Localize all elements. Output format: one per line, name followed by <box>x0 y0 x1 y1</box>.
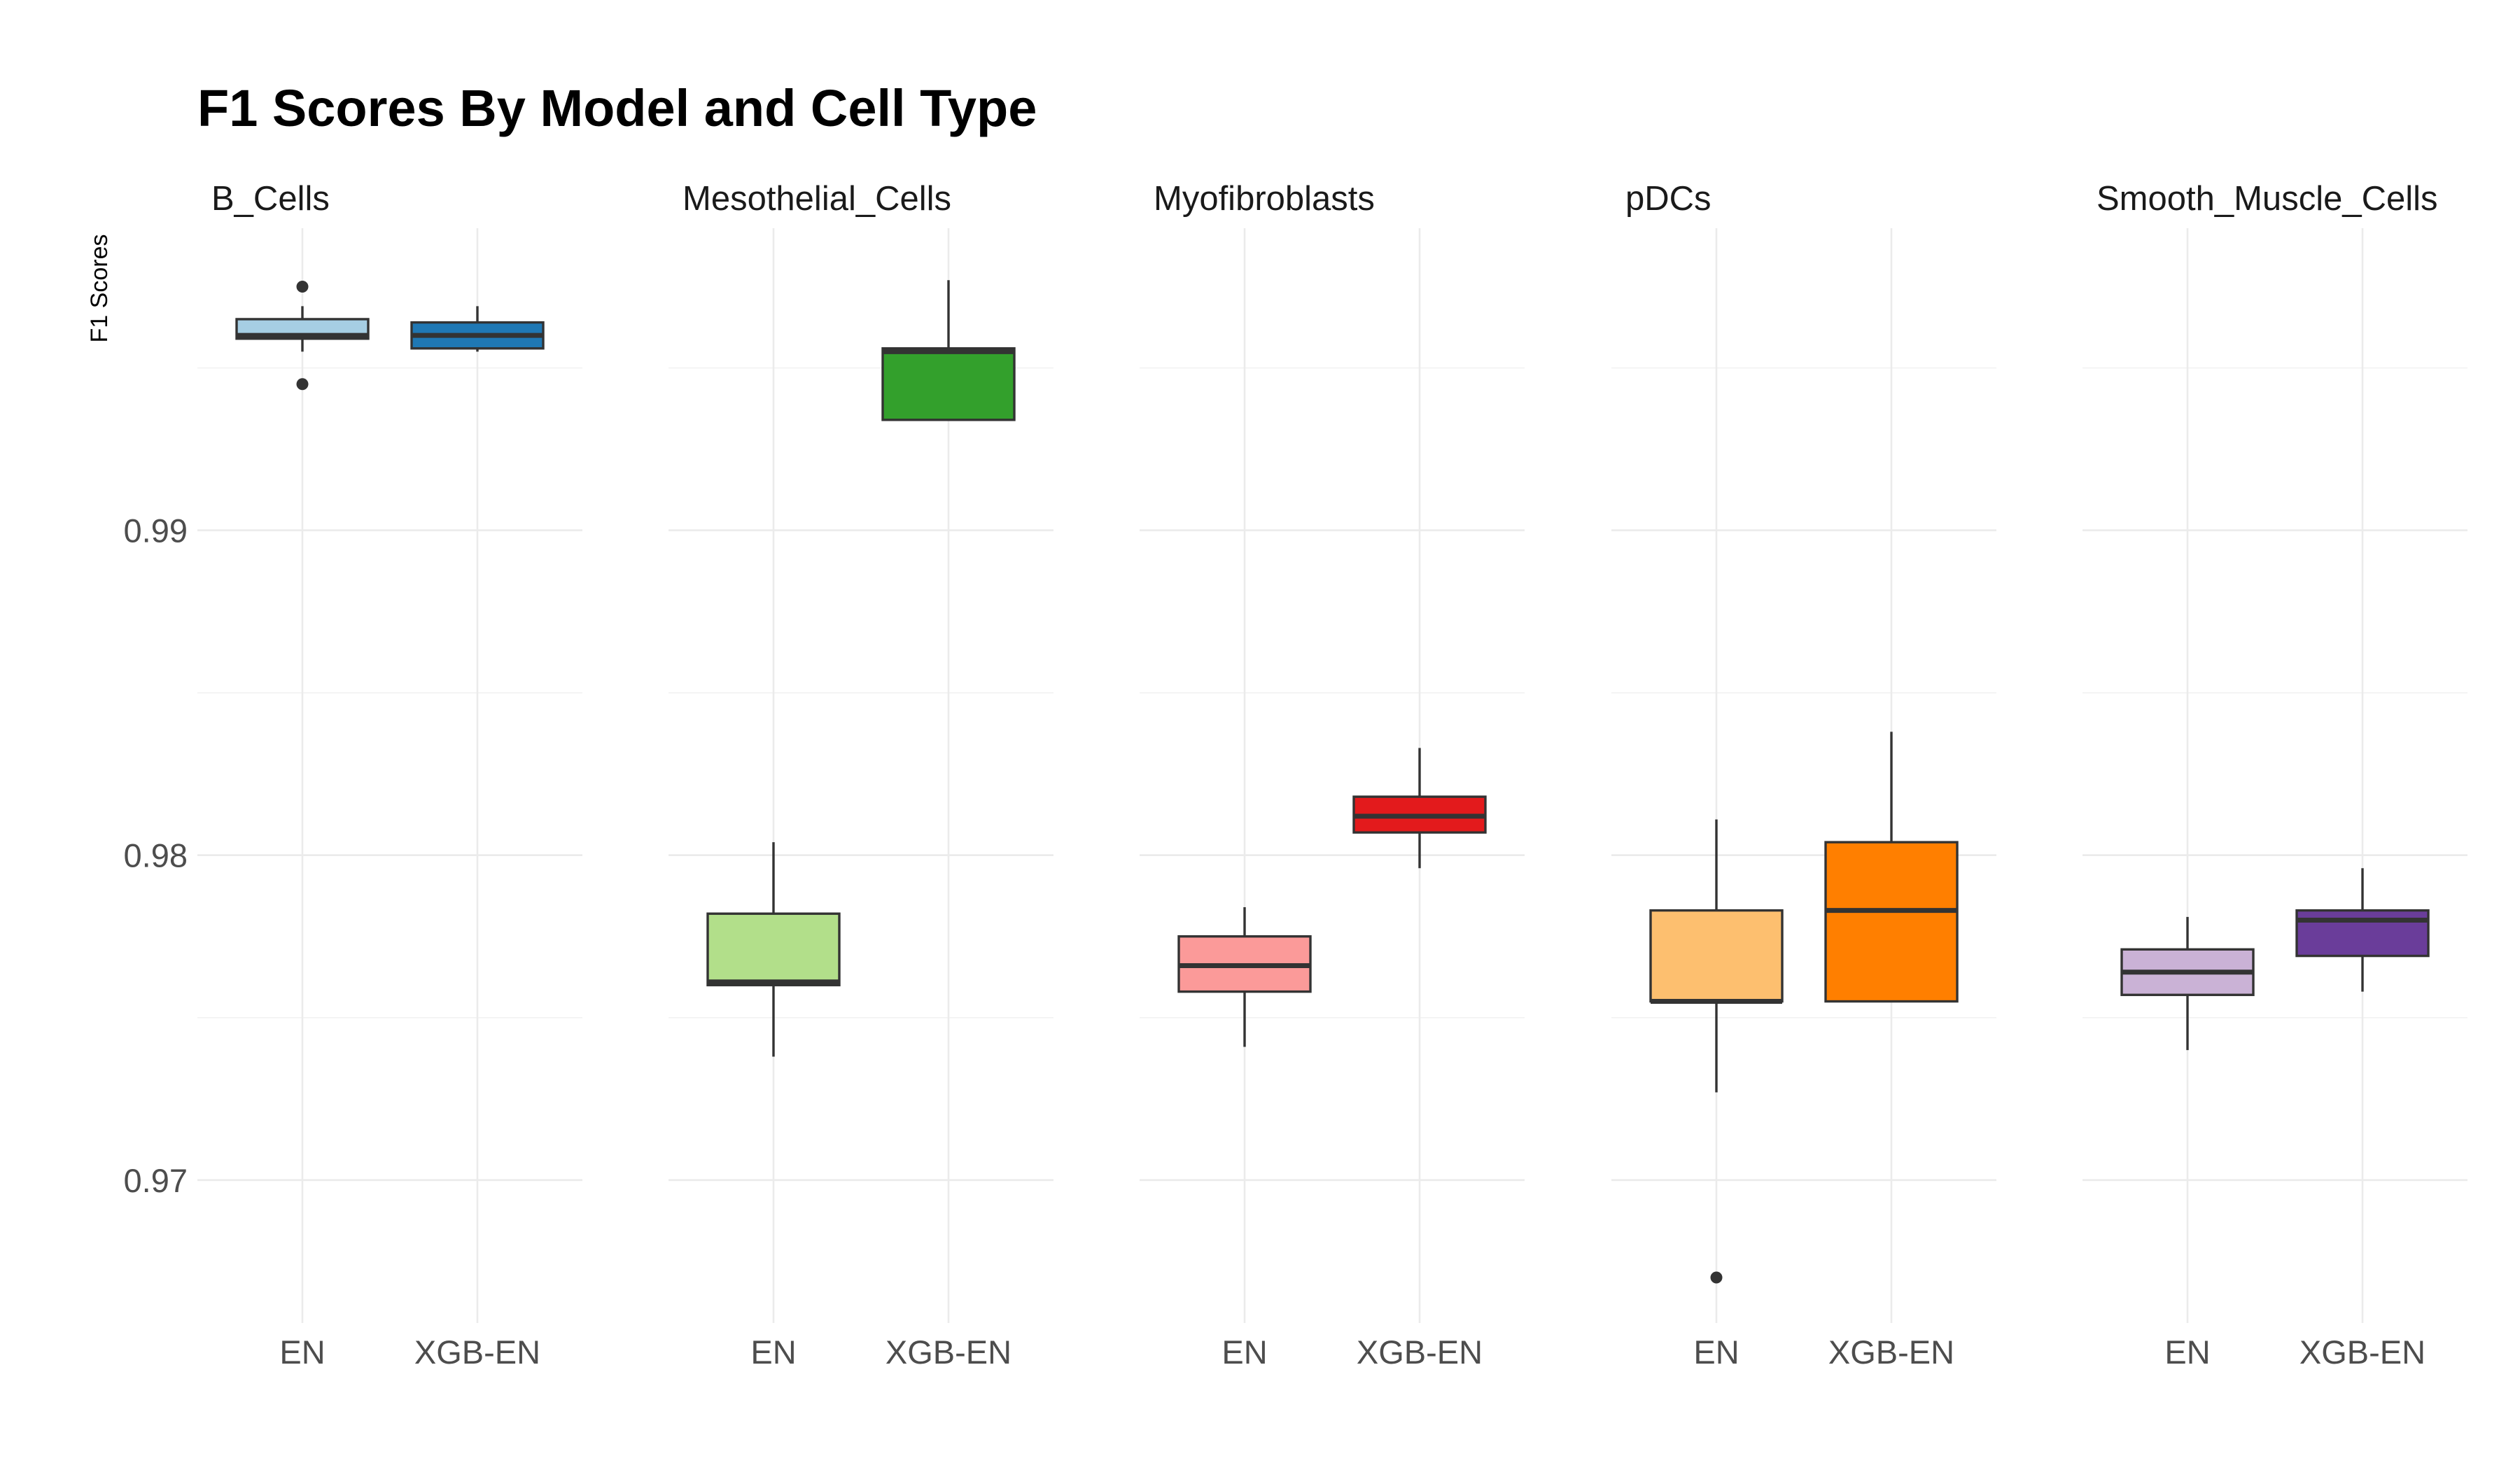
y-tick-label: 0.99 <box>124 512 188 550</box>
outlier-point <box>296 281 309 293</box>
outlier-point <box>1710 1271 1723 1284</box>
y-tick-label: 0.98 <box>124 837 188 874</box>
box-xgb-en <box>881 280 1016 421</box>
x-tick-label: XGB-EN <box>1357 1334 1483 1371</box>
x-tick-label: EN <box>2164 1334 2210 1371</box>
box-iqr <box>1649 909 1784 1003</box>
box-xgb-en <box>1352 748 1487 869</box>
facet-panel: Myofibroblasts EN XGB-EN <box>1140 180 1525 1371</box>
facet-panel: Mesothelial_Cells EN XGB-EN <box>668 180 1054 1371</box>
box-xgb-en <box>410 306 545 352</box>
x-tick-label: XGB-EN <box>2300 1334 2426 1371</box>
y-axis: 0.97 0.98 0.99 <box>124 512 188 1199</box>
box-en <box>2120 916 2255 1051</box>
x-tick-label: XGB-EN <box>886 1334 1011 1371</box>
box-iqr <box>1824 841 1959 1003</box>
y-axis-label: F1 Scores <box>86 234 113 343</box>
box-xgb-en <box>1824 732 1959 1003</box>
box-en <box>1649 819 1784 1284</box>
facet-label: Mesothelial_Cells <box>682 180 951 218</box>
x-tick-label: XGB-EN <box>414 1334 540 1371</box>
x-tick-label: EN <box>1222 1334 1267 1371</box>
facet-panel: B_Cells EN XGB-EN <box>197 180 582 1371</box>
box-en <box>235 281 370 391</box>
box-en <box>706 842 841 1057</box>
outlier-point <box>296 378 309 391</box>
x-tick-label: EN <box>1693 1334 1739 1371</box>
facet-label: Smooth_Muscle_Cells <box>2096 180 2438 218</box>
box-iqr <box>881 347 1016 421</box>
x-tick-label: XGB-EN <box>1828 1334 1954 1371</box>
box-iqr <box>706 912 841 987</box>
facet-panels: B_Cells EN XGB-EN Mesothelial_Cells EN XGB-EN… <box>197 180 2468 1371</box>
x-tick-label: EN <box>279 1334 325 1371</box>
facet-panel: pDCs EN XGB-EN <box>1611 180 1996 1371</box>
facet-label: Myofibroblasts <box>1154 180 1375 218</box>
chart-title: F1 Scores By Model and Cell Type <box>197 79 1037 137</box>
facet-panel: Smooth_Muscle_Cells EN XGB-EN <box>2082 180 2468 1371</box>
box-iqr <box>2295 909 2430 958</box>
box-xgb-en <box>2295 868 2430 992</box>
box-en <box>1177 906 1312 1047</box>
facet-label: B_Cells <box>211 180 330 218</box>
y-tick-label: 0.97 <box>124 1162 188 1199</box>
x-tick-label: EN <box>750 1334 796 1371</box>
facet-label: pDCs <box>1625 180 1712 218</box>
